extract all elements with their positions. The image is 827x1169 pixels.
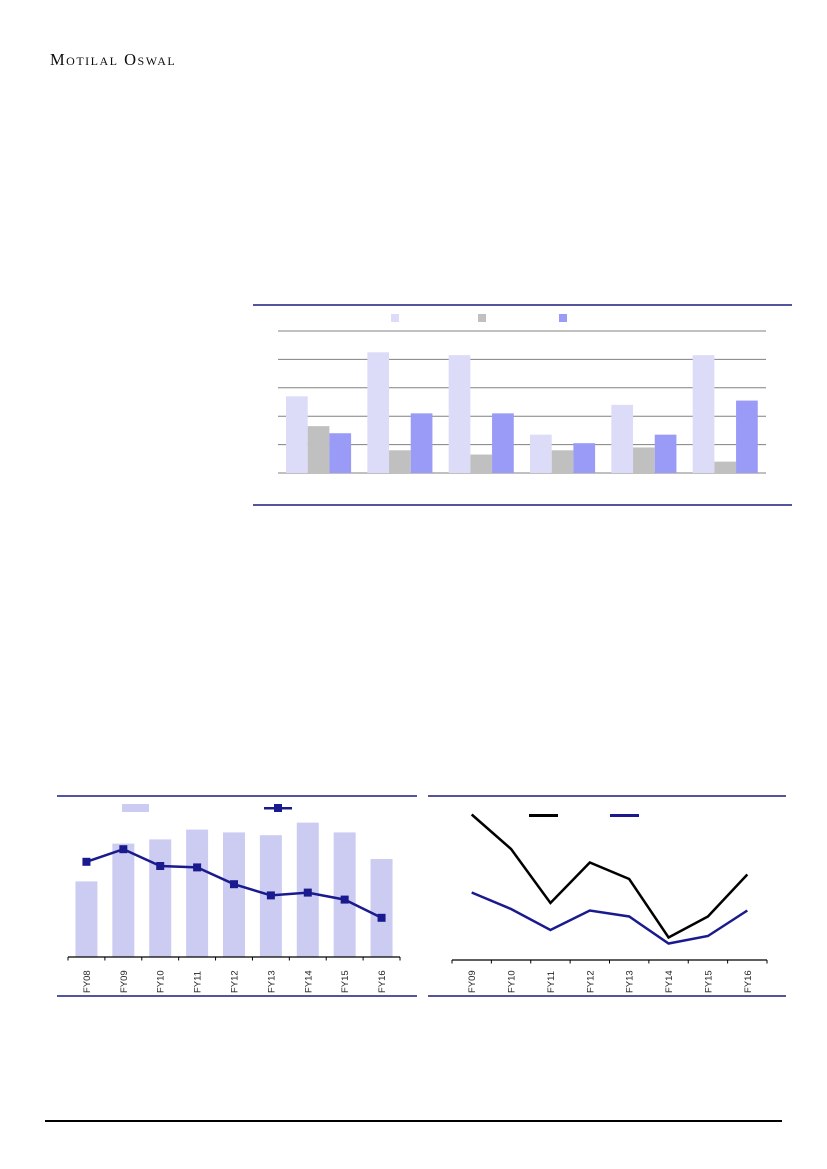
x-axis-label: FY10 (156, 970, 167, 993)
x-axis-label: FY12 (230, 970, 241, 993)
line-marker (193, 863, 202, 872)
x-axis-label: FY11 (546, 971, 557, 993)
line-marker (230, 880, 238, 889)
x-axis-label: FY14 (664, 970, 675, 993)
bar-line-combo-chart: FY08 FY09 FY10 FY11 FY12 FY13 FY14 FY15 FY16 (57, 795, 417, 999)
bar-FY08 (75, 881, 98, 957)
x-axis-label: FY16 (743, 970, 754, 993)
bar-gray-series (389, 450, 411, 473)
footer-divider (45, 1120, 782, 1122)
bar-purple-series (573, 443, 596, 473)
bar-FY15 (333, 832, 356, 957)
grouped-bar-chart (253, 304, 792, 508)
bar-light-lavender-series (692, 355, 715, 473)
bar-light-lavender-series (286, 396, 308, 473)
bar-gray-series (633, 447, 655, 473)
bar-light-lavender-series (367, 352, 390, 473)
line-marker (119, 845, 128, 854)
x-axis-label: FY14 (303, 970, 314, 993)
chart-bottom-border (253, 504, 792, 506)
bar-gray-series (307, 426, 330, 473)
bar-purple-series (410, 413, 433, 473)
chart-bottom-border (428, 995, 786, 997)
x-axis-label: FY11 (193, 971, 204, 993)
bar-purple-series (492, 413, 514, 473)
line-marker (156, 862, 165, 870)
legend-swatch-navy-line (610, 814, 639, 817)
bar-purple-series (654, 434, 677, 473)
dual-line-chart: FY09 FY10 FY11 FY12 FY13 FY14 FY15 FY16 (428, 795, 786, 999)
legend-swatch-light (391, 314, 399, 322)
x-axis-label: FY12 (585, 970, 596, 993)
line-marker (377, 913, 386, 922)
bar-gray-series (551, 450, 574, 473)
legend-swatch-line-marker (274, 804, 282, 812)
bar-gray-series (470, 454, 493, 473)
bar-FY10 (149, 839, 172, 957)
bar-light-lavender-series (448, 355, 471, 473)
x-axis-label: FY15 (703, 970, 714, 993)
bar-line-combo-svg: FY08 FY09 FY10 FY11 FY12 FY13 FY14 FY15 FY16 (57, 795, 417, 997)
chart-top-border (428, 795, 786, 797)
chart-top-border (57, 795, 417, 797)
line-black-series (470, 813, 749, 940)
line-marker (266, 891, 275, 900)
x-axis-label: FY16 (377, 970, 388, 993)
x-axis-label: FY13 (625, 970, 636, 993)
line-marker (82, 857, 91, 866)
bar-purple-series (736, 400, 758, 473)
legend-swatch-bar (122, 804, 149, 812)
x-axis-label: FY15 (340, 970, 351, 993)
dual-line-svg: FY09 FY10 FY11 FY12 FY13 FY14 FY15 FY16 (428, 795, 786, 997)
x-axis-label: FY08 (82, 970, 93, 993)
x-axis-label: FY09 (467, 970, 478, 993)
bar-light-lavender-series (611, 404, 634, 473)
legend-swatch-gray (478, 314, 486, 322)
bar-purple-series (329, 433, 352, 473)
bar-light-lavender-series (530, 434, 552, 473)
line-navy-series (471, 891, 748, 945)
line-marker (340, 895, 349, 904)
x-axis-label: FY13 (266, 970, 277, 993)
bar-gray-series (714, 461, 737, 473)
chart-bottom-border (57, 995, 417, 997)
legend-swatch-purple (559, 314, 567, 322)
motilal-oswal-logo: Motilal Oswal (50, 50, 177, 69)
bar-FY09 (112, 843, 135, 957)
grouped-bar-chart-svg (253, 304, 792, 506)
bar-FY12 (223, 832, 245, 957)
bar-FY16 (370, 859, 393, 957)
line-marker (303, 888, 312, 897)
legend-swatch-black-line (529, 814, 558, 817)
x-axis-label: FY10 (507, 970, 518, 993)
x-axis-label: FY09 (119, 970, 130, 993)
chart-top-border (253, 304, 792, 306)
bar-FY11 (186, 829, 209, 957)
